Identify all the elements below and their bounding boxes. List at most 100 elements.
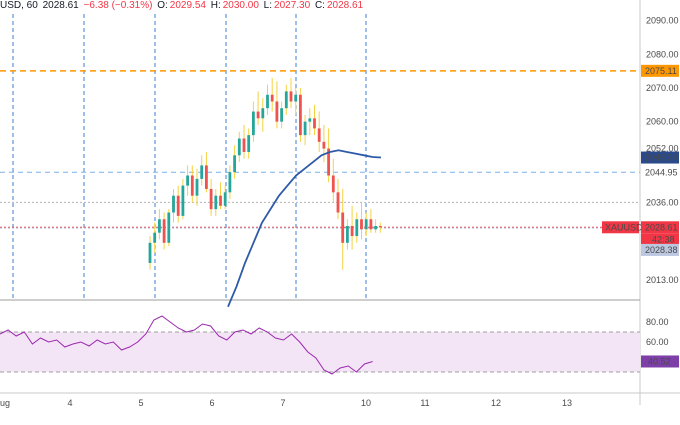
candle [252,101,255,142]
candle [364,212,368,237]
candle-body [176,195,180,216]
ma-value-badge-bg [641,151,679,164]
candle-body [209,188,213,210]
candle-body [275,101,279,122]
candle-body [284,91,288,109]
candle-body [261,108,265,119]
candle [280,101,283,129]
candle [289,77,293,109]
rsi-tick-label: 80.00 [646,317,669,327]
candle-body [346,225,349,243]
candle-body [360,219,363,230]
candle [336,178,340,220]
ma-value-badge-text: 2049.34 [645,153,678,163]
candle [148,236,152,270]
candle [313,104,316,136]
symbol-tag-text: XAUUSD [605,222,643,232]
candle [284,84,288,115]
candle-body [172,195,175,213]
candle-body [205,165,208,189]
candle-body [167,212,171,243]
candle-body [237,138,241,156]
candle-body [214,195,218,210]
price-tick-label: 2013.00 [646,275,679,285]
low-label: L: [263,0,273,11]
candle [214,188,218,216]
level-2028-badge-bg [641,243,679,256]
candle-body [303,121,307,136]
candle-body [350,225,354,237]
candle [190,165,194,203]
candle-body [153,232,157,243]
candle [294,88,298,115]
countdown-badge-text: 42:38 [652,234,675,244]
rsi-badge-text: 40.52 [648,356,671,366]
rsi-badge-bg [641,355,679,368]
candle [233,145,236,179]
candle [275,81,279,129]
candle-body [374,225,377,230]
level-2028-badge-text: 2028.38 [645,245,678,255]
rsi-line [0,315,373,375]
candle-body [247,135,251,152]
candle [308,108,312,136]
candle-body [256,111,260,119]
candle [374,219,377,233]
candle [242,125,246,159]
candle [360,202,363,240]
last-price-badge-text: 2028.61 [645,222,678,232]
candle [181,178,185,220]
candle-body [233,155,236,173]
price-tick-label: 2052.00 [646,144,679,154]
candle-body [355,219,359,237]
candle-body [289,91,293,102]
rsi-band [0,332,640,372]
candle [317,111,321,152]
candle [195,168,199,206]
low-value: 2027.30 [274,0,311,11]
price-tick-label: 2060.00 [646,117,679,127]
candle [355,212,359,243]
candle-body [322,141,326,149]
price-change: −6.38 (−0.31%) [83,0,153,11]
candle-body [242,138,246,152]
time-label-10: 10 [361,398,371,408]
level-2044-badge-bg [641,166,679,179]
countdown-badge-bg [641,233,679,246]
price-tick-label: 2090.00 [646,16,679,26]
candle-body [228,172,232,193]
orange-level-badge-bg [641,64,679,77]
candle [270,77,274,112]
candle-body [341,212,345,243]
candle-body [181,185,185,216]
candle [158,209,161,240]
symbol-name[interactable]: USD, 60 [0,0,38,11]
candle-body [369,219,373,230]
candle [266,84,269,115]
candle-body [299,94,302,136]
candle [261,98,265,132]
candle [167,209,171,247]
candle [341,188,345,270]
last-price: 2028.61 [42,0,79,11]
price-tick-label: 2080.00 [646,49,679,59]
candle [219,182,222,210]
candle [331,158,335,203]
candle-body [313,118,316,129]
open-value: 2029.54 [169,0,206,11]
candle [186,165,189,196]
time-label-ug: ug [0,398,10,408]
candle [209,178,213,216]
candle-body [190,175,194,196]
candle [205,151,208,193]
candle-body [195,178,199,196]
time-label-7: 7 [280,398,285,408]
orange-level-badge-text: 2075.11 [645,66,677,76]
candle-body [200,165,204,179]
candle-body [327,148,330,176]
candle [228,165,232,200]
candle-body [223,192,227,206]
level-2044-badge-text: 2044.95 [645,167,678,177]
close-value: 2028.61 [326,0,364,11]
